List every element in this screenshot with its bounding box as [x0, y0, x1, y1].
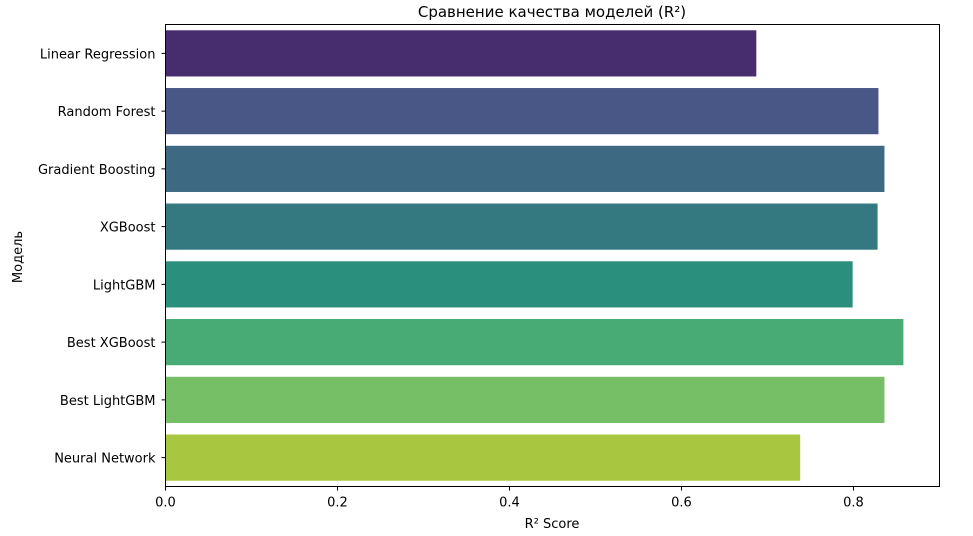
- y-tick-label: XGBoost: [100, 221, 156, 236]
- x-axis-ticks: 0.0 0.2 0.4 0.6 0.8: [155, 486, 864, 511]
- x-tick-label: 0.6: [671, 496, 692, 511]
- y-axis-ticks: Linear Regression Random Forest Gradient B…: [38, 47, 166, 467]
- chart-title: Сравнение качества моделей (R²): [418, 3, 686, 21]
- x-tick-label: 0.8: [843, 496, 864, 511]
- bar-linear-regression: [165, 30, 757, 77]
- y-tick-label: Best LightGBM: [60, 394, 156, 409]
- bar-gradient-boosting: [165, 145, 885, 192]
- x-axis-label: R² Score: [525, 517, 580, 532]
- x-tick-label: 0.4: [499, 496, 520, 511]
- y-tick-label: LightGBM: [93, 278, 156, 293]
- y-tick-label: Neural Network: [54, 452, 156, 467]
- y-tick-label: Best XGBoost: [67, 336, 156, 351]
- y-tick-label: Linear Regression: [40, 47, 156, 62]
- x-tick-label: 0.0: [155, 496, 176, 511]
- bars-group: [165, 30, 904, 481]
- bar-random-forest: [165, 88, 879, 135]
- y-tick-label: Random Forest: [58, 105, 156, 120]
- bar-lightgbm: [165, 261, 853, 308]
- x-tick-label: 0.2: [327, 496, 348, 511]
- y-axis-label: Модель: [11, 231, 26, 283]
- bar-xgboost: [165, 203, 878, 250]
- bar-best-xgboost: [165, 319, 904, 366]
- y-tick-label: Gradient Boosting: [38, 163, 156, 178]
- bar-best-lightgbm: [165, 376, 885, 423]
- bar-neural-network: [165, 434, 801, 481]
- plot-frame: [165, 24, 940, 487]
